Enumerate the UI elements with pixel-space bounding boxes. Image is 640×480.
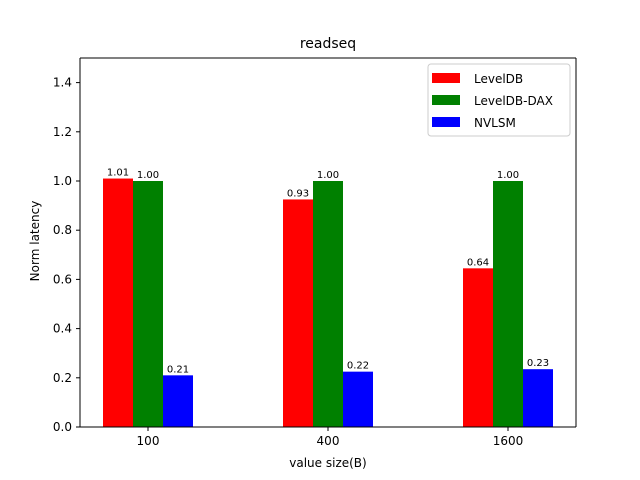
legend-label: LevelDB	[474, 72, 523, 86]
legend-label: NVLSM	[474, 116, 516, 130]
x-axis: 100 400 1600	[80, 57, 577, 448]
y-tick-label: 1.4	[53, 76, 72, 90]
data-label: 1.00	[317, 170, 339, 181]
data-label: 0.93	[287, 188, 309, 199]
y-tick-label: 0.0	[53, 420, 72, 434]
y-tick-label: 1.2	[53, 125, 72, 139]
y-tick-label: 0.8	[53, 223, 72, 237]
bar-nvlsm-400	[343, 371, 373, 427]
bar-leveldb-400	[283, 199, 313, 427]
legend-frame	[427, 63, 571, 137]
data-labels-group: 1.01 0.93 0.64 1.00 1.00 1.00 0.21 0.22 0.23	[107, 168, 549, 376]
bars-group	[103, 178, 553, 427]
bar-nvlsm-1600	[523, 369, 553, 427]
bar-leveldb-dax-400	[313, 181, 343, 427]
bar-leveldb-1600	[463, 268, 493, 427]
x-tick-label: 1600	[493, 434, 524, 448]
legend-swatch	[432, 73, 460, 83]
y-tick-label: 0.4	[53, 322, 72, 336]
legend-label: LevelDB-DAX	[474, 94, 553, 108]
x-tick-label: 100	[137, 434, 160, 448]
x-axis-label: value size(B)	[289, 456, 366, 470]
legend-swatch	[432, 95, 460, 105]
bar-nvlsm-100	[163, 375, 193, 427]
data-label: 1.01	[107, 168, 129, 179]
bar-leveldb-100	[103, 178, 133, 427]
y-axis-label: Norm latency	[28, 201, 42, 282]
y-tick-label: 0.2	[53, 371, 72, 385]
y-axis: 0.0 0.2 0.4 0.6 0.8 1.0 1.2 1.4	[53, 58, 81, 434]
chart-title: readseq	[300, 36, 356, 52]
legend: LevelDB LevelDB-DAX NVLSM	[427, 63, 571, 137]
y-tick-label: 1.0	[53, 174, 72, 188]
data-label: 0.23	[527, 358, 549, 369]
bar-leveldb-dax-100	[133, 181, 163, 427]
x-tick-label: 400	[317, 434, 340, 448]
data-label: 0.21	[167, 364, 189, 375]
bar-leveldb-dax-1600	[493, 181, 523, 427]
data-label: 0.22	[347, 361, 369, 372]
data-label: 1.00	[497, 170, 519, 181]
legend-swatch	[432, 117, 460, 127]
y-tick-label: 0.6	[53, 272, 72, 286]
data-label: 1.00	[137, 170, 159, 181]
data-label: 0.64	[467, 257, 489, 268]
